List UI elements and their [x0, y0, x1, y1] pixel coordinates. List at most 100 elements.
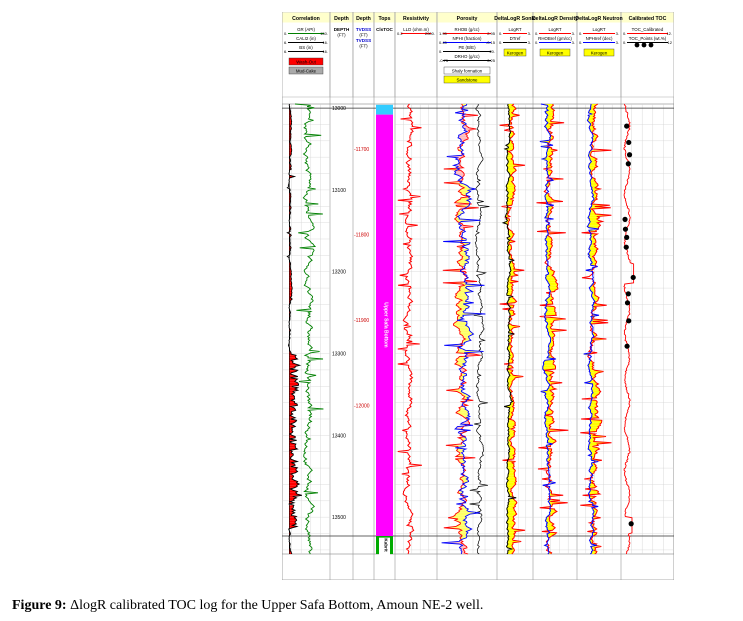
- sandstone-fill: [456, 411, 469, 413]
- curve-unit: (FT): [359, 33, 368, 38]
- tvdss-tick-label: -11900: [354, 318, 369, 324]
- toc-point: [624, 343, 630, 349]
- kerogen-fill: [546, 115, 554, 117]
- kerogen-fill: [507, 552, 513, 554]
- curve-min: 0.: [623, 40, 626, 45]
- washout-fill: [289, 380, 296, 382]
- washout-fill: [289, 491, 298, 493]
- washout-fill: [289, 401, 295, 403]
- toc-point: [623, 244, 629, 250]
- kerogen-fill: [549, 284, 558, 286]
- kerogen-fill: [589, 469, 597, 471]
- kerogen-fill: [508, 161, 514, 163]
- kerogen-fill: [592, 139, 596, 141]
- washout-fill: [289, 150, 292, 152]
- kerogen-fill: [546, 206, 554, 208]
- kerogen-fill: [546, 301, 553, 303]
- kerogen-fill: [507, 381, 513, 383]
- sandstone-fill: [453, 515, 468, 517]
- sandstone-fill: [455, 360, 467, 362]
- curve-max: 3.: [616, 31, 619, 36]
- kerogen-fill: [545, 392, 554, 394]
- kerogen-fill: [591, 401, 598, 403]
- kerogen-fill: [508, 179, 514, 181]
- kerogen-fill: [548, 272, 554, 274]
- shaly-fill: [459, 546, 467, 548]
- kerogen-fill: [548, 285, 558, 287]
- kerogen-fill: [544, 314, 557, 316]
- kerogen-fill: [589, 429, 597, 431]
- legend-label: Shaly formation: [452, 68, 483, 73]
- kerogen-fill: [545, 124, 553, 126]
- kerogen-fill: [507, 465, 515, 467]
- curve-name: TVDSS: [356, 38, 371, 43]
- kerogen-fill: [507, 536, 515, 538]
- kerogen-fill: [507, 551, 514, 553]
- kerogen-fill: [544, 421, 555, 423]
- kerogen-fill: [544, 195, 550, 197]
- kerogen-fill: [589, 371, 604, 373]
- kerogen-fill: [546, 116, 554, 118]
- washout-fill: [289, 409, 296, 411]
- toc-point: [624, 300, 631, 306]
- kerogen-fill: [506, 292, 513, 294]
- sandstone-fill: [453, 325, 468, 327]
- kerogen-fill: [545, 419, 554, 421]
- md-tick-label: 13400: [332, 433, 346, 439]
- curve-min: 1.95: [439, 31, 448, 36]
- legend-swatch: [443, 75, 491, 84]
- kerogen-fill: [588, 111, 596, 113]
- kerogen-fill: [542, 367, 556, 369]
- curve-name: NPHI (fraction): [452, 36, 482, 41]
- track-header: [373, 12, 396, 98]
- legend-swatch: [583, 48, 615, 57]
- legend-swatch: [443, 66, 491, 75]
- kerogen-fill: [508, 449, 515, 451]
- curve-name: TVDSS: [356, 27, 371, 32]
- top-band: [376, 104, 393, 115]
- kerogen-fill: [507, 424, 516, 426]
- sandstone-fill: [457, 327, 470, 329]
- kerogen-fill: [507, 182, 514, 184]
- curve-max: 3.: [616, 40, 619, 45]
- legend-label: Mud-Cake: [296, 68, 317, 73]
- kerogen-fill: [507, 476, 516, 478]
- kerogen-fill: [506, 481, 517, 483]
- kerogen-fill: [590, 374, 596, 376]
- curve-name: LogRT: [508, 27, 521, 32]
- kerogen-fill: [507, 511, 516, 513]
- kerogen-fill: [588, 447, 600, 449]
- washout-fill: [289, 485, 298, 487]
- kerogen-fill: [588, 252, 596, 254]
- washout-fill: [289, 492, 297, 494]
- kerogen-fill: [509, 266, 515, 268]
- track-header: [329, 12, 354, 98]
- kerogen-fill: [508, 535, 515, 537]
- washout-fill: [289, 454, 294, 456]
- sandstone-fill: [459, 376, 464, 378]
- kerogen-fill: [547, 171, 553, 173]
- kerogen-fill: [588, 249, 598, 251]
- sandstone-fill: [455, 326, 469, 328]
- kerogen-fill: [508, 501, 517, 503]
- sandstone-fill: [455, 296, 469, 298]
- sandstone-fill: [458, 532, 468, 534]
- curve-min: 0.: [499, 40, 502, 45]
- curve-max: 20.: [489, 49, 495, 54]
- kerogen-fill: [508, 234, 515, 236]
- kerogen-fill: [508, 451, 515, 453]
- kerogen-fill: [589, 439, 595, 441]
- sandstone-fill: [463, 337, 470, 339]
- sandstone-fill: [462, 256, 470, 258]
- washout-fill: [289, 361, 293, 363]
- curve-min: 0.: [579, 31, 582, 36]
- kerogen-fill: [587, 119, 595, 121]
- curve-min: 0.: [579, 40, 582, 45]
- kerogen-fill: [588, 224, 601, 226]
- tvdss-tick-label: -11700: [354, 147, 369, 153]
- kerogen-fill: [507, 146, 514, 148]
- kerogen-fill: [545, 277, 556, 279]
- kerogen-fill: [545, 240, 553, 242]
- kerogen-fill: [508, 471, 515, 473]
- kerogen-fill: [545, 526, 556, 528]
